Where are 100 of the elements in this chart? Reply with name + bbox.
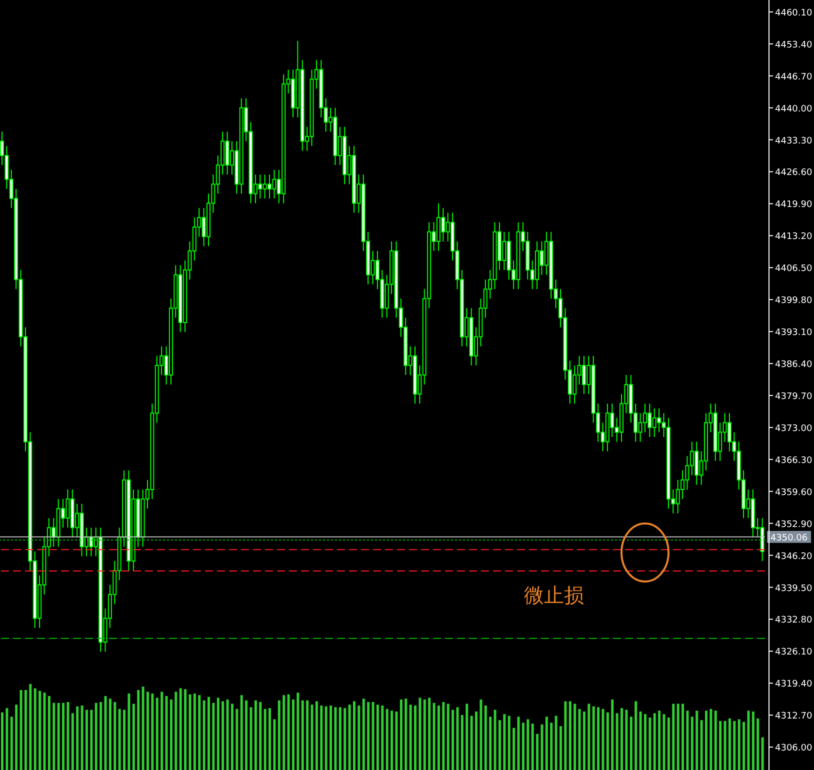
bar xyxy=(611,699,614,770)
bar xyxy=(108,698,112,770)
bar xyxy=(287,694,290,770)
bar xyxy=(160,692,164,770)
y-tick-label: 4406.50 xyxy=(775,264,812,274)
bar xyxy=(414,706,417,770)
bar xyxy=(273,719,276,770)
bar xyxy=(376,704,379,770)
bar xyxy=(236,708,238,770)
bar xyxy=(259,702,262,770)
bar xyxy=(386,708,388,770)
bar xyxy=(442,702,445,770)
bar xyxy=(700,720,703,770)
bar xyxy=(559,726,562,770)
bar xyxy=(151,693,154,770)
bar xyxy=(390,710,394,770)
bar xyxy=(630,716,632,770)
bar xyxy=(245,700,248,770)
bar xyxy=(66,702,70,770)
bar xyxy=(578,708,581,770)
bar xyxy=(301,700,304,770)
bar xyxy=(667,718,670,770)
bar xyxy=(104,696,107,770)
bar xyxy=(634,701,638,770)
bar xyxy=(381,706,384,770)
y-tick-label: 4326.10 xyxy=(775,648,812,658)
bar xyxy=(10,716,13,770)
bar xyxy=(517,716,520,770)
bar xyxy=(460,714,464,770)
y-tick-label: 4306.00 xyxy=(775,744,812,754)
bar xyxy=(662,714,666,770)
bar xyxy=(648,718,652,770)
bar xyxy=(85,710,88,770)
y-tick-label: 4419.90 xyxy=(775,200,812,210)
bar xyxy=(582,712,586,770)
bar xyxy=(512,728,516,770)
bar xyxy=(428,698,431,770)
bar xyxy=(540,724,544,770)
bar xyxy=(522,722,524,770)
bar xyxy=(742,722,746,770)
bar xyxy=(704,710,708,770)
y-tick-label: 4433.30 xyxy=(775,136,812,146)
bar xyxy=(76,706,79,770)
bar xyxy=(52,702,56,770)
bar xyxy=(250,707,252,770)
bar xyxy=(268,708,272,770)
bar xyxy=(338,707,342,770)
bar xyxy=(367,702,370,770)
bar xyxy=(170,699,172,770)
bar xyxy=(362,698,365,770)
bar xyxy=(71,713,74,770)
bar xyxy=(1,712,4,770)
bar xyxy=(733,720,736,770)
y-tick-label: 4373.00 xyxy=(775,424,812,434)
bar xyxy=(193,693,196,770)
bar xyxy=(432,702,436,770)
bar xyxy=(714,710,717,770)
bar xyxy=(132,704,135,770)
y-tick-label: 4339.50 xyxy=(775,584,812,594)
bar xyxy=(710,708,712,770)
bar xyxy=(344,708,346,770)
bar xyxy=(6,708,8,770)
bar xyxy=(724,720,726,770)
y-tick-label: 4386.40 xyxy=(775,360,812,370)
bar xyxy=(728,718,731,770)
y-tick-label: 4440.00 xyxy=(775,104,812,114)
bar xyxy=(456,707,459,770)
bar xyxy=(212,702,215,770)
bar xyxy=(358,706,360,770)
bar xyxy=(452,710,454,770)
bar xyxy=(446,704,450,770)
bar xyxy=(690,716,694,770)
bar xyxy=(324,706,328,770)
bar xyxy=(418,698,422,770)
bar xyxy=(588,704,590,770)
bar xyxy=(315,701,318,770)
bar xyxy=(118,708,121,770)
y-tick-label: 4413.20 xyxy=(775,232,812,242)
bar xyxy=(639,712,642,770)
bar xyxy=(470,716,473,770)
bar xyxy=(606,712,609,770)
bar xyxy=(352,701,356,770)
bar xyxy=(330,706,332,770)
bar xyxy=(24,690,27,770)
bar xyxy=(29,684,32,770)
bar xyxy=(348,704,351,770)
bar xyxy=(484,706,487,770)
bar xyxy=(686,710,689,770)
bar xyxy=(752,712,754,770)
bar xyxy=(466,704,468,770)
bar xyxy=(592,706,595,770)
y-tick-label: 4319.40 xyxy=(775,680,812,690)
bar xyxy=(625,710,628,770)
bar xyxy=(404,698,408,770)
annotation: 微止损 xyxy=(524,582,584,609)
bar xyxy=(545,716,548,770)
bar xyxy=(620,708,624,770)
bar xyxy=(34,688,36,770)
bar xyxy=(564,701,567,770)
bar xyxy=(747,710,750,770)
